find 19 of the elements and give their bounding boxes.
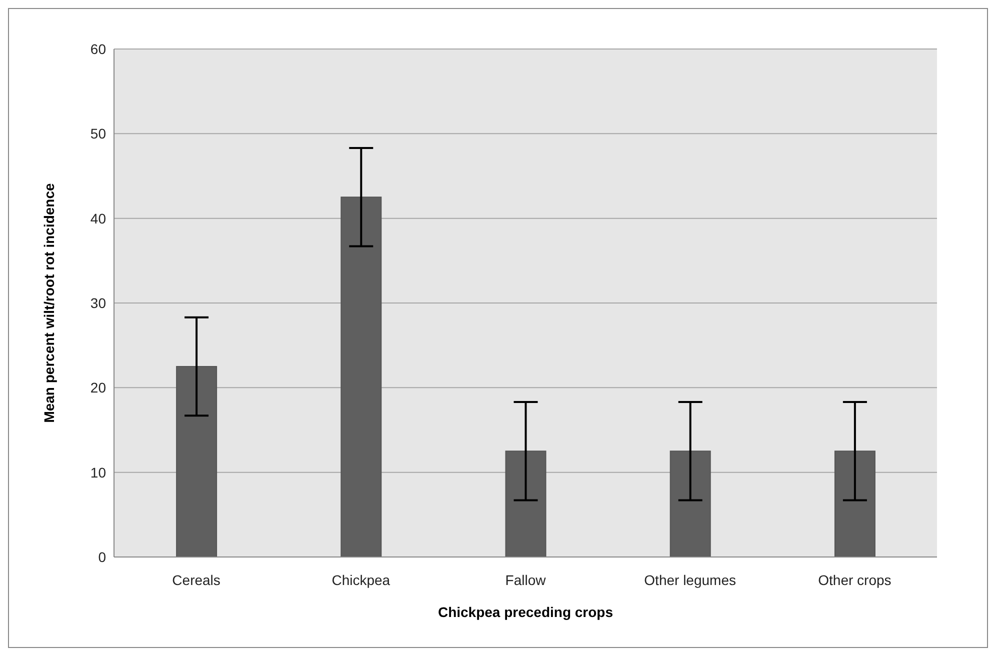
- y-axis-title: Mean percent wilt/root rot incidence: [40, 182, 57, 423]
- x-tick-label: Other crops: [818, 572, 892, 588]
- y-tick-label: 0: [98, 548, 106, 565]
- x-tick-label: Cereals: [172, 572, 220, 588]
- y-tick-label: 40: [90, 210, 106, 226]
- x-tick-label: Other legumes: [644, 572, 736, 588]
- x-tick-label: Chickpea: [332, 572, 390, 588]
- bar: [176, 366, 218, 557]
- y-tick-label: 30: [90, 294, 106, 311]
- x-tick-label: Fallow: [505, 572, 547, 588]
- bar: [834, 450, 876, 557]
- y-tick-label: 50: [90, 126, 106, 142]
- bar: [340, 196, 382, 557]
- y-tick-label: 60: [90, 40, 106, 57]
- y-tick-label: 20: [90, 380, 106, 396]
- bar: [670, 450, 711, 557]
- y-tick-label: 10: [90, 464, 106, 480]
- bar: [505, 450, 546, 557]
- x-axis-title: Chickpea preceding crops: [438, 604, 614, 620]
